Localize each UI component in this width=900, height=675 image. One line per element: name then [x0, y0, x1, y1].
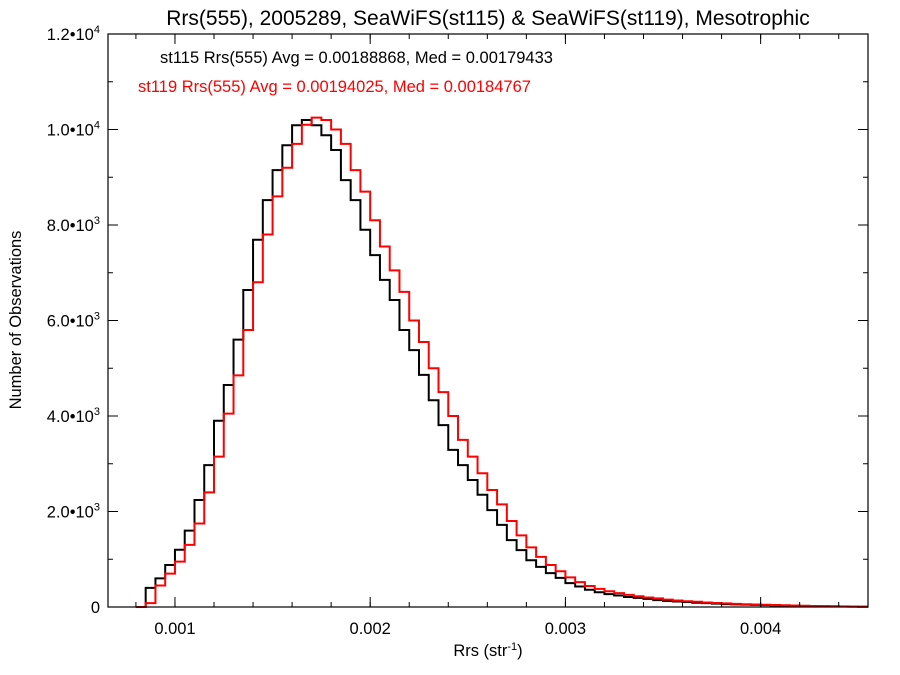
y-tick-label: 8.0•103 — [47, 215, 100, 235]
y-tick-label: 2.0•103 — [47, 502, 100, 522]
annotation-st115: st115 Rrs(555) Avg = 0.00188868, Med = 0… — [160, 49, 553, 67]
series-st115-histogram — [135, 118, 868, 608]
series-layer — [135, 116, 868, 608]
x-tick-label: 0.003 — [545, 620, 586, 638]
plot-frame — [107, 33, 869, 608]
x-axis-label-end: ) — [517, 642, 523, 660]
chart-title: Rrs(555), 2005289, SeaWiFS(st115) & SeaW… — [166, 7, 809, 30]
annotation-st119: st119 Rrs(555) Avg = 0.00194025, Med = 0… — [138, 78, 531, 96]
series-st119-histogram — [135, 116, 868, 608]
y-tick-label: 0 — [91, 599, 100, 617]
axes-layer: 0.001 0.002 0.003 0.004 0 2.0•103 4.0•103 6.0•1… — [47, 24, 868, 638]
y-tick-label: 6.0•103 — [47, 311, 100, 331]
y-tick-label: 4.0•103 — [47, 406, 100, 426]
x-axis-label: Rrs (str-1) — [453, 641, 522, 660]
x-tick-label: 0.002 — [350, 620, 391, 638]
x-axis-label-text: Rrs (str — [453, 642, 508, 660]
y-axis-label: Number of Observations — [7, 231, 25, 410]
y-tick-label: 1.0•104 — [47, 120, 100, 140]
x-tick-label: 0.001 — [154, 620, 195, 638]
x-axis-label-sup: -1 — [507, 641, 517, 653]
x-tick-label: 0.004 — [740, 620, 781, 638]
y-tick-label: 1.2•104 — [47, 24, 100, 44]
